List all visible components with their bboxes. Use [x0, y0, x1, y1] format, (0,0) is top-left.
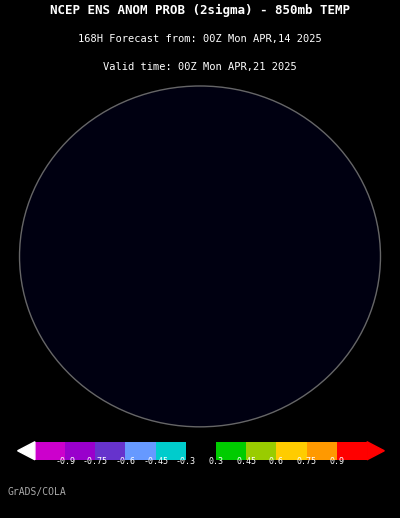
Bar [216, 442, 246, 460]
Bar [246, 442, 276, 460]
FancyArrow shape [18, 442, 35, 460]
FancyArrow shape [367, 442, 384, 460]
Text: -0.3: -0.3 [176, 457, 196, 466]
Text: 0.75: 0.75 [297, 457, 317, 466]
Text: -0.45: -0.45 [143, 457, 168, 466]
Bar [65, 442, 95, 460]
Bar [307, 442, 337, 460]
Text: Valid time: 00Z Mon APR,21 2025: Valid time: 00Z Mon APR,21 2025 [103, 62, 297, 71]
Bar [126, 442, 156, 460]
Text: -0.75: -0.75 [83, 457, 108, 466]
Text: -0.9: -0.9 [55, 457, 75, 466]
Bar [35, 442, 65, 460]
Circle shape [20, 86, 380, 427]
Text: 0.3: 0.3 [208, 457, 224, 466]
Bar [337, 442, 367, 460]
Bar [95, 442, 126, 460]
Text: 168H Forecast from: 00Z Mon APR,14 2025: 168H Forecast from: 00Z Mon APR,14 2025 [78, 34, 322, 44]
Text: 0.6: 0.6 [269, 457, 284, 466]
Bar [186, 442, 216, 460]
Text: NCEP ENS ANOM PROB (2sigma) - 850mb TEMP: NCEP ENS ANOM PROB (2sigma) - 850mb TEMP [50, 4, 350, 17]
Text: 0.45: 0.45 [236, 457, 256, 466]
Text: 0.9: 0.9 [329, 457, 344, 466]
Text: GrADS/COLA: GrADS/COLA [8, 487, 67, 497]
Text: -0.6: -0.6 [116, 457, 136, 466]
Bar [276, 442, 307, 460]
Bar [156, 442, 186, 460]
